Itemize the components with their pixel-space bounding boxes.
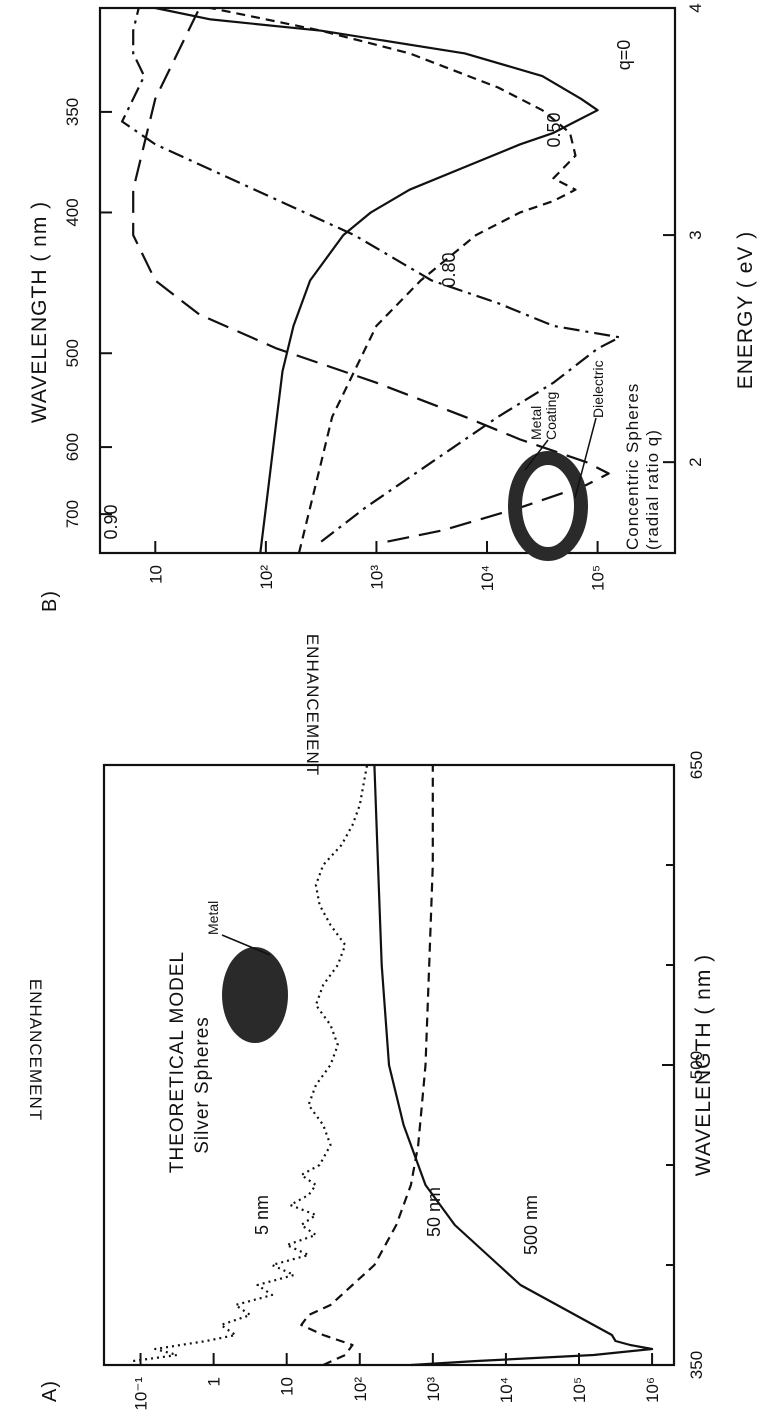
- b-top-tick-label: 350: [63, 98, 82, 126]
- legend-dielectric: Dielectric: [590, 360, 606, 418]
- panel-b-top-axis-label: WAVELENGTH ( nm ): [28, 201, 51, 423]
- b-x-tick-label: 3: [686, 230, 705, 239]
- a-x-tick-label: 500: [687, 1051, 706, 1079]
- panel-a-label: A): [39, 1380, 61, 1402]
- series-label-5nm: 5 nm: [252, 1195, 272, 1235]
- legend-coating: Coating: [543, 392, 559, 440]
- a-series-0: [373, 764, 654, 1367]
- b-series-1: [210, 6, 577, 554]
- panel-a-y-axis-label: ENHANCEMENT: [26, 979, 45, 1121]
- series-label-090: 0.90: [101, 504, 121, 539]
- b-series-2: [120, 7, 621, 543]
- b-y-tick-label: 10: [146, 565, 165, 584]
- a-y-tick-label: 10²: [351, 1377, 370, 1402]
- b-top-tick-label: 500: [63, 339, 82, 367]
- b-y-tick-label: 10⁴: [478, 565, 497, 591]
- b-y-tick-label: 10⁵: [589, 565, 608, 591]
- metal-sphere-icon: [222, 947, 288, 1043]
- b-y-tick-label: 10²: [257, 565, 276, 590]
- series-label-500nm: 500 nm: [521, 1195, 541, 1255]
- a-series-1: [300, 765, 434, 1367]
- a-x-tick-label: 650: [687, 751, 706, 779]
- b-top-tick-label: 600: [63, 433, 82, 461]
- panel-a-title: THEORETICAL MODEL: [167, 951, 188, 1173]
- b-y-tick-label: 10³: [367, 565, 386, 590]
- b-top-tick-label: 400: [63, 198, 82, 226]
- a-y-tick-label: 10⁶: [643, 1377, 662, 1403]
- panel-a: A) ENHANCEMENT WAVELENGTH ( nm ) 10⁻¹ 1 10…: [26, 751, 715, 1411]
- panel-a-metal-label: Metal: [205, 901, 221, 935]
- panel-b-plot-frame: [98, 6, 677, 555]
- a-x-tick-label: 350: [687, 1351, 706, 1379]
- series-label-050: 0.50: [544, 112, 564, 147]
- a-y-tick-label: 10⁵: [570, 1377, 589, 1403]
- series-label-50nm: 50 nm: [424, 1187, 444, 1237]
- a-y-tick-label: 10⁴: [497, 1377, 516, 1403]
- panel-b-label: B): [39, 590, 61, 612]
- a-y-tick-label: 10³: [424, 1377, 443, 1402]
- b-series-0: [155, 6, 599, 554]
- b-x-tick-label: 4: [686, 3, 705, 12]
- a-y-tick-label: 1: [205, 1377, 224, 1386]
- a-y-tick-label: 10: [278, 1377, 297, 1396]
- concentric-sphere-icon: [508, 451, 588, 561]
- legend-radial-ratio: (radial ratio q): [643, 429, 662, 550]
- panel-a-x-axis-label: WAVELENGTH ( nm ): [692, 954, 715, 1176]
- series-label-080: 0.80: [439, 252, 459, 287]
- panel-b: B) ENHANCEMENT WAVELENGTH ( nm ) ENERGY …: [28, 3, 757, 776]
- legend-metal: Metal: [528, 406, 544, 440]
- b-top-tick-label: 700: [63, 500, 82, 528]
- legend-concentric-spheres: Concentric Spheres: [623, 383, 642, 550]
- a-y-tick-label: 10⁻¹: [132, 1377, 151, 1411]
- panel-b-x-axis-label: ENERGY ( eV ): [734, 231, 757, 389]
- dielectric-pointer: [574, 417, 597, 499]
- panel-a-subtitle: Silver Spheres: [192, 1016, 213, 1154]
- panel-b-y-axis-label: ENHANCEMENT: [303, 634, 322, 776]
- metal-pointer: [221, 934, 271, 956]
- coating-pointer: [524, 439, 549, 471]
- b-x-tick-label: 2: [686, 457, 705, 466]
- series-label-q0: q=0: [614, 40, 634, 71]
